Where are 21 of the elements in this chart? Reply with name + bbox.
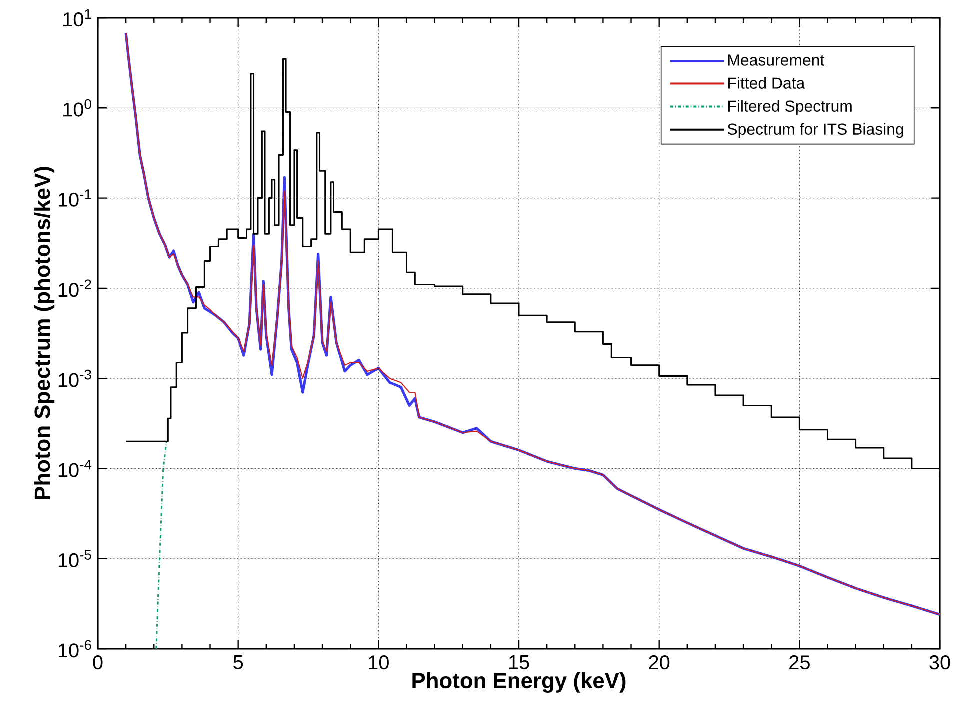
x-tick-label: 30: [930, 656, 950, 670]
x-tick-label: 25: [790, 656, 810, 670]
x-tick-label: 10: [369, 656, 389, 670]
y-axis-title: Photon Spectrum (photons/keV): [34, 167, 55, 500]
x-tick-label: 20: [649, 656, 670, 670]
legend-label: Spectrum for ITS Biasing: [728, 123, 904, 138]
y-tick-label: 10$^{0}$: [64, 99, 92, 117]
x-tick-label: 15: [509, 656, 530, 670]
y-tick-label: 10$^{-3}$: [58, 370, 92, 388]
y-tick-label: 10$^{-1}$: [58, 190, 92, 207]
y-tick-label: 10$^{-5}$: [58, 550, 92, 568]
legend-label: Filtered Spectrum: [728, 100, 852, 116]
y-tick-label: 10$^{1}$: [64, 9, 92, 27]
y-tick-label: 10$^{-2}$: [58, 280, 92, 298]
x-tick-label: 5: [234, 656, 244, 670]
legend-label: Fitted Data: [728, 77, 806, 89]
x-axis-title: Photon Energy (keV): [412, 672, 626, 693]
x-tick-label: 0: [93, 656, 103, 670]
legend-label: Measurement: [728, 54, 824, 66]
y-tick-label: 10$^{-6}$: [58, 640, 92, 658]
y-tick-label: 10$^{-4}$: [58, 460, 92, 478]
